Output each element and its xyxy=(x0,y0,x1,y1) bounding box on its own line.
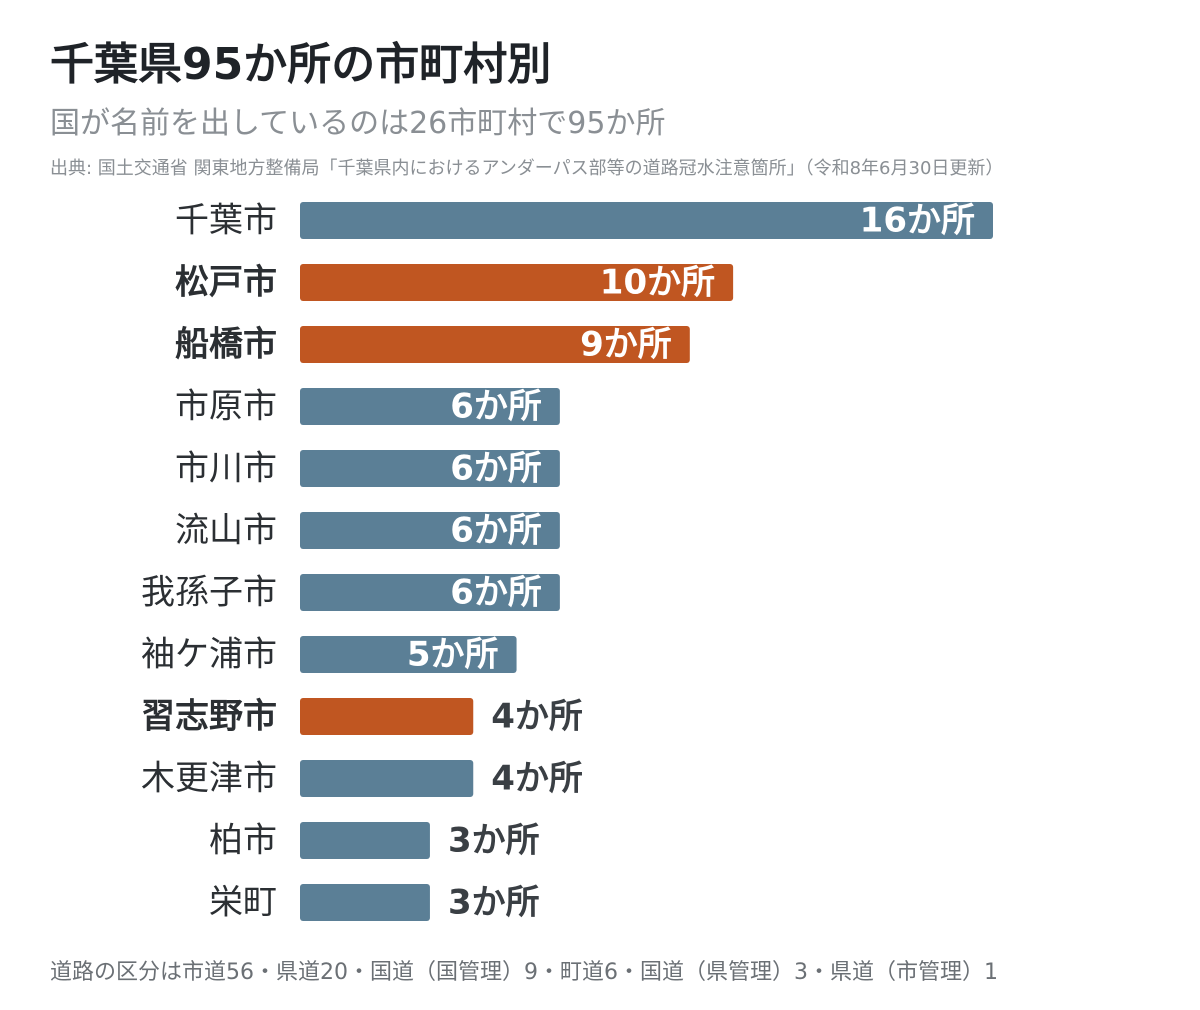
bar xyxy=(300,760,474,797)
bar xyxy=(300,636,517,673)
value-label: 10か所 xyxy=(600,263,715,303)
bar xyxy=(300,822,430,859)
bar xyxy=(300,264,734,301)
value-label: 5か所 xyxy=(407,635,499,675)
bar xyxy=(300,450,560,487)
source-note: 出典: 国土交通省 関東地方整備局「千葉県内におけるアンダーパス部等の道路冠水注… xyxy=(50,158,1004,179)
value-label: 16か所 xyxy=(860,201,975,241)
category-label: 袖ケ浦市 xyxy=(141,635,277,675)
category-label: 習志野市 xyxy=(141,697,277,737)
category-label: 柏市 xyxy=(209,821,277,861)
bar xyxy=(300,326,690,363)
bar xyxy=(300,574,560,611)
value-label: 9か所 xyxy=(580,325,672,365)
value-label: 6か所 xyxy=(450,511,542,551)
value-label: 6か所 xyxy=(450,573,542,613)
category-label: 木更津市 xyxy=(141,759,277,799)
category-label: 松戸市 xyxy=(175,263,277,303)
value-label: 6か所 xyxy=(450,387,542,427)
category-label: 栄町 xyxy=(209,883,277,923)
value-label: 3か所 xyxy=(448,821,540,861)
category-label: 船橋市 xyxy=(175,325,277,365)
category-label: 我孫子市 xyxy=(141,573,277,613)
bar xyxy=(300,698,474,735)
value-label: 3か所 xyxy=(448,883,540,923)
road-category-footnote: 道路の区分は市道56・県道20・国道（国管理）9・町道6・国道（県管理）3・県道… xyxy=(50,960,998,985)
value-label: 4か所 xyxy=(491,697,583,737)
bar xyxy=(300,388,560,425)
value-label: 6か所 xyxy=(450,449,542,489)
category-label: 流山市 xyxy=(175,511,277,551)
value-label: 4か所 xyxy=(491,759,583,799)
category-label: 市川市 xyxy=(175,449,277,489)
category-label: 市原市 xyxy=(175,387,277,427)
chart-subtitle: 国が名前を出しているのは26市町村で95か所 xyxy=(50,106,666,141)
category-label: 千葉市 xyxy=(175,201,277,241)
bar xyxy=(300,202,993,239)
bar xyxy=(300,512,560,549)
bar xyxy=(300,884,430,921)
chart-title: 千葉県95か所の市町村別 xyxy=(50,39,552,90)
